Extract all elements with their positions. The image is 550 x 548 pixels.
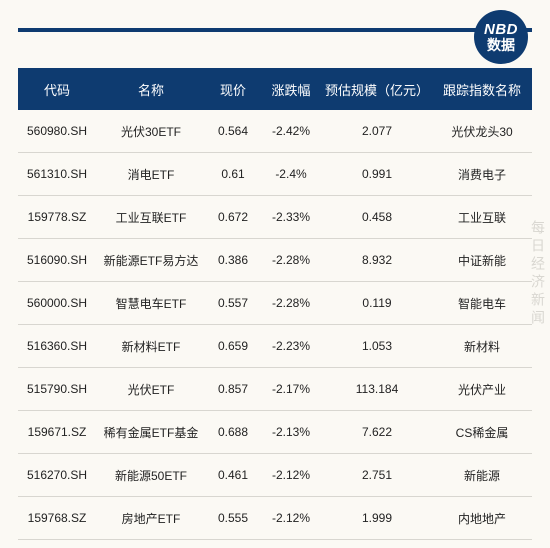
header-rule — [18, 28, 532, 32]
table-row: 516270.SH新能源50ETF0.461-2.12%2.751新能源 — [18, 454, 532, 497]
col-header-name: 名称 — [96, 80, 206, 99]
table-cell: 光伏30ETF — [96, 123, 206, 140]
table-cell: 0.672 — [206, 210, 260, 224]
col-header-scale: 预估规模（亿元） — [322, 80, 432, 99]
table-cell: 0.61 — [206, 167, 260, 181]
table-row: 560980.SH光伏30ETF0.564-2.42%2.077光伏龙头30 — [18, 110, 532, 153]
table-row: 516360.SH新材料ETF0.659-2.23%1.053新材料 — [18, 325, 532, 368]
table-cell: 113.184 — [322, 382, 432, 396]
table-cell: 内地地产 — [432, 510, 532, 527]
table-cell: 稀有金属ETF基金 — [96, 424, 206, 441]
table-cell: 消费电子 — [432, 166, 532, 183]
table-cell: -2.17% — [260, 382, 322, 396]
table-cell: 159768.SZ — [18, 511, 96, 525]
table-cell: 光伏ETF — [96, 381, 206, 398]
table-cell: 0.461 — [206, 468, 260, 482]
table-row: 159778.SZ工业互联ETF0.672-2.33%0.458工业互联 — [18, 196, 532, 239]
table-cell: -2.13% — [260, 425, 322, 439]
table-cell: CS稀金属 — [432, 424, 532, 441]
table-cell: 560980.SH — [18, 124, 96, 138]
table-cell: 新材料 — [432, 338, 532, 355]
table-cell: -2.42% — [260, 124, 322, 138]
table-cell: 0.119 — [322, 296, 432, 310]
table-row: 159671.SZ稀有金属ETF基金0.688-2.13%7.622CS稀金属 — [18, 411, 532, 454]
table-row: 516090.SH新能源ETF易方达0.386-2.28%8.932中证新能 — [18, 239, 532, 282]
table-cell: -2.12% — [260, 511, 322, 525]
table-row: 560000.SH智慧电车ETF0.557-2.28%0.119智能电车 — [18, 282, 532, 325]
table-row: 561310.SH消电ETF0.61-2.4%0.991消费电子 — [18, 153, 532, 196]
table-cell: 0.458 — [322, 210, 432, 224]
col-header-code: 代码 — [18, 80, 96, 99]
table-cell: 2.077 — [322, 124, 432, 138]
table-cell: 0.659 — [206, 339, 260, 353]
table-cell: 新材料ETF — [96, 338, 206, 355]
table-cell: 房地产ETF — [96, 510, 206, 527]
table-cell: 中证新能 — [432, 252, 532, 269]
table-cell: 消电ETF — [96, 166, 206, 183]
col-header-price: 现价 — [206, 80, 260, 99]
table-cell: 7.622 — [322, 425, 432, 439]
table-row: 515790.SH光伏ETF0.857-2.17%113.184光伏产业 — [18, 368, 532, 411]
table-cell: 0.564 — [206, 124, 260, 138]
table-cell: 2.751 — [322, 468, 432, 482]
table-cell: 光伏产业 — [432, 381, 532, 398]
table-cell: -2.33% — [260, 210, 322, 224]
table-cell: 1.053 — [322, 339, 432, 353]
table-cell: -2.4% — [260, 167, 322, 181]
table-cell: 561310.SH — [18, 167, 96, 181]
table-cell: 工业互联ETF — [96, 209, 206, 226]
logo-text-bottom: 数据 — [487, 38, 515, 52]
table-cell: 0.386 — [206, 253, 260, 267]
table-cell: 新能源 — [432, 467, 532, 484]
table-cell: 智能电车 — [432, 295, 532, 312]
table-cell: 光伏龙头30 — [432, 123, 532, 140]
table-cell: -2.28% — [260, 253, 322, 267]
table-cell: 0.688 — [206, 425, 260, 439]
table-cell: 0.555 — [206, 511, 260, 525]
table-cell: 1.999 — [322, 511, 432, 525]
table-cell: 0.991 — [322, 167, 432, 181]
table-cell: 159671.SZ — [18, 425, 96, 439]
table-cell: 8.932 — [322, 253, 432, 267]
table-cell: 智慧电车ETF — [96, 295, 206, 312]
col-header-index: 跟踪指数名称 — [432, 80, 532, 99]
table-row: 159768.SZ房地产ETF0.555-2.12%1.999内地地产 — [18, 497, 532, 540]
table-cell: 560000.SH — [18, 296, 96, 310]
etf-table: 代码 名称 现价 涨跌幅 预估规模（亿元） 跟踪指数名称 560980.SH光伏… — [18, 68, 532, 540]
logo-text-top: NBD — [484, 22, 518, 37]
table-cell: 工业互联 — [432, 209, 532, 226]
table-cell: 0.557 — [206, 296, 260, 310]
table-cell: 新能源ETF易方达 — [96, 252, 206, 269]
table-cell: 0.857 — [206, 382, 260, 396]
nbd-logo-badge: NBD 数据 — [474, 10, 528, 64]
table-cell: 159778.SZ — [18, 210, 96, 224]
table-cell: -2.28% — [260, 296, 322, 310]
table-header-row: 代码 名称 现价 涨跌幅 预估规模（亿元） 跟踪指数名称 — [18, 68, 532, 110]
table-cell: 515790.SH — [18, 382, 96, 396]
table-cell: 新能源50ETF — [96, 467, 206, 484]
table-cell: 516090.SH — [18, 253, 96, 267]
col-header-change: 涨跌幅 — [260, 80, 322, 99]
table-cell: -2.23% — [260, 339, 322, 353]
table-cell: -2.12% — [260, 468, 322, 482]
table-cell: 516360.SH — [18, 339, 96, 353]
table-cell: 516270.SH — [18, 468, 96, 482]
